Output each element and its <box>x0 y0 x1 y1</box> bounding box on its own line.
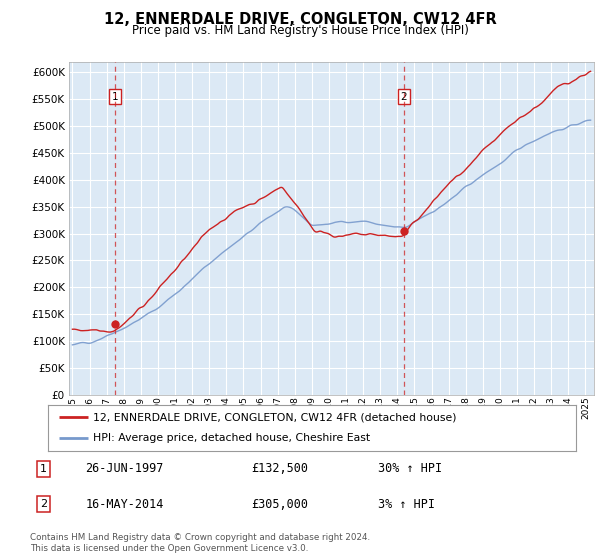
Text: £305,000: £305,000 <box>251 497 308 511</box>
Text: 3% ↑ HPI: 3% ↑ HPI <box>378 497 435 511</box>
Text: 1: 1 <box>112 92 118 101</box>
Text: 1: 1 <box>40 464 47 474</box>
Text: HPI: Average price, detached house, Cheshire East: HPI: Average price, detached house, Ches… <box>93 433 370 444</box>
Text: £132,500: £132,500 <box>251 463 308 475</box>
Text: Price paid vs. HM Land Registry's House Price Index (HPI): Price paid vs. HM Land Registry's House … <box>131 24 469 37</box>
Text: 2: 2 <box>400 92 407 101</box>
Text: 26-JUN-1997: 26-JUN-1997 <box>85 463 164 475</box>
Text: 30% ↑ HPI: 30% ↑ HPI <box>378 463 442 475</box>
Text: 12, ENNERDALE DRIVE, CONGLETON, CW12 4FR (detached house): 12, ENNERDALE DRIVE, CONGLETON, CW12 4FR… <box>93 412 457 422</box>
Text: 16-MAY-2014: 16-MAY-2014 <box>85 497 164 511</box>
Text: Contains HM Land Registry data © Crown copyright and database right 2024.
This d: Contains HM Land Registry data © Crown c… <box>30 533 370 553</box>
Text: 2: 2 <box>40 499 47 509</box>
Text: 12, ENNERDALE DRIVE, CONGLETON, CW12 4FR: 12, ENNERDALE DRIVE, CONGLETON, CW12 4FR <box>104 12 496 27</box>
